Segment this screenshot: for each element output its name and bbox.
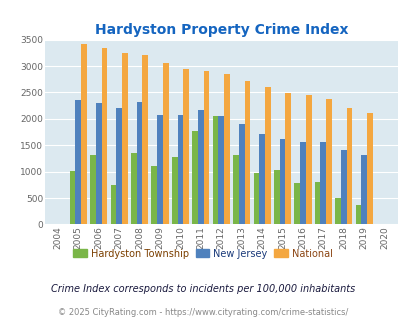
Bar <box>171 156 177 224</box>
Bar <box>177 115 183 224</box>
Text: Crime Index corresponds to incidents per 100,000 inhabitants: Crime Index corresponds to incidents per… <box>51 284 354 294</box>
Bar <box>122 52 128 224</box>
Bar <box>346 108 352 224</box>
Bar <box>192 131 198 224</box>
Bar <box>81 44 87 224</box>
Bar <box>355 205 360 224</box>
Text: © 2025 CityRating.com - https://www.cityrating.com/crime-statistics/: © 2025 CityRating.com - https://www.city… <box>58 308 347 317</box>
Bar <box>212 116 218 224</box>
Bar <box>335 198 340 224</box>
Bar <box>253 174 259 224</box>
Bar <box>299 142 305 224</box>
Bar <box>131 153 136 224</box>
Bar <box>366 113 372 224</box>
Legend: Hardyston Township, New Jersey, National: Hardyston Township, New Jersey, National <box>69 245 336 262</box>
Bar <box>238 124 244 224</box>
Bar <box>157 115 162 224</box>
Bar <box>75 100 81 224</box>
Bar <box>96 103 101 224</box>
Title: Hardyston Property Crime Index: Hardyston Property Crime Index <box>94 23 347 37</box>
Bar <box>279 139 285 224</box>
Bar <box>198 110 203 224</box>
Bar <box>101 48 107 224</box>
Bar <box>340 150 346 224</box>
Bar <box>183 69 189 224</box>
Bar <box>285 93 290 224</box>
Bar <box>218 116 224 224</box>
Bar <box>142 55 148 224</box>
Bar <box>151 166 157 224</box>
Bar <box>90 155 96 224</box>
Bar <box>110 185 116 224</box>
Bar <box>320 142 325 224</box>
Bar <box>116 108 122 224</box>
Bar <box>314 182 320 224</box>
Bar <box>136 102 142 224</box>
Bar <box>360 155 366 224</box>
Bar <box>294 183 299 224</box>
Bar <box>224 74 229 224</box>
Bar <box>273 170 279 224</box>
Bar <box>203 71 209 224</box>
Bar <box>325 99 331 224</box>
Bar <box>162 63 168 224</box>
Bar <box>305 94 311 224</box>
Bar <box>259 134 264 224</box>
Bar <box>244 81 249 224</box>
Bar <box>232 155 238 224</box>
Bar <box>70 171 75 224</box>
Bar <box>264 87 270 224</box>
